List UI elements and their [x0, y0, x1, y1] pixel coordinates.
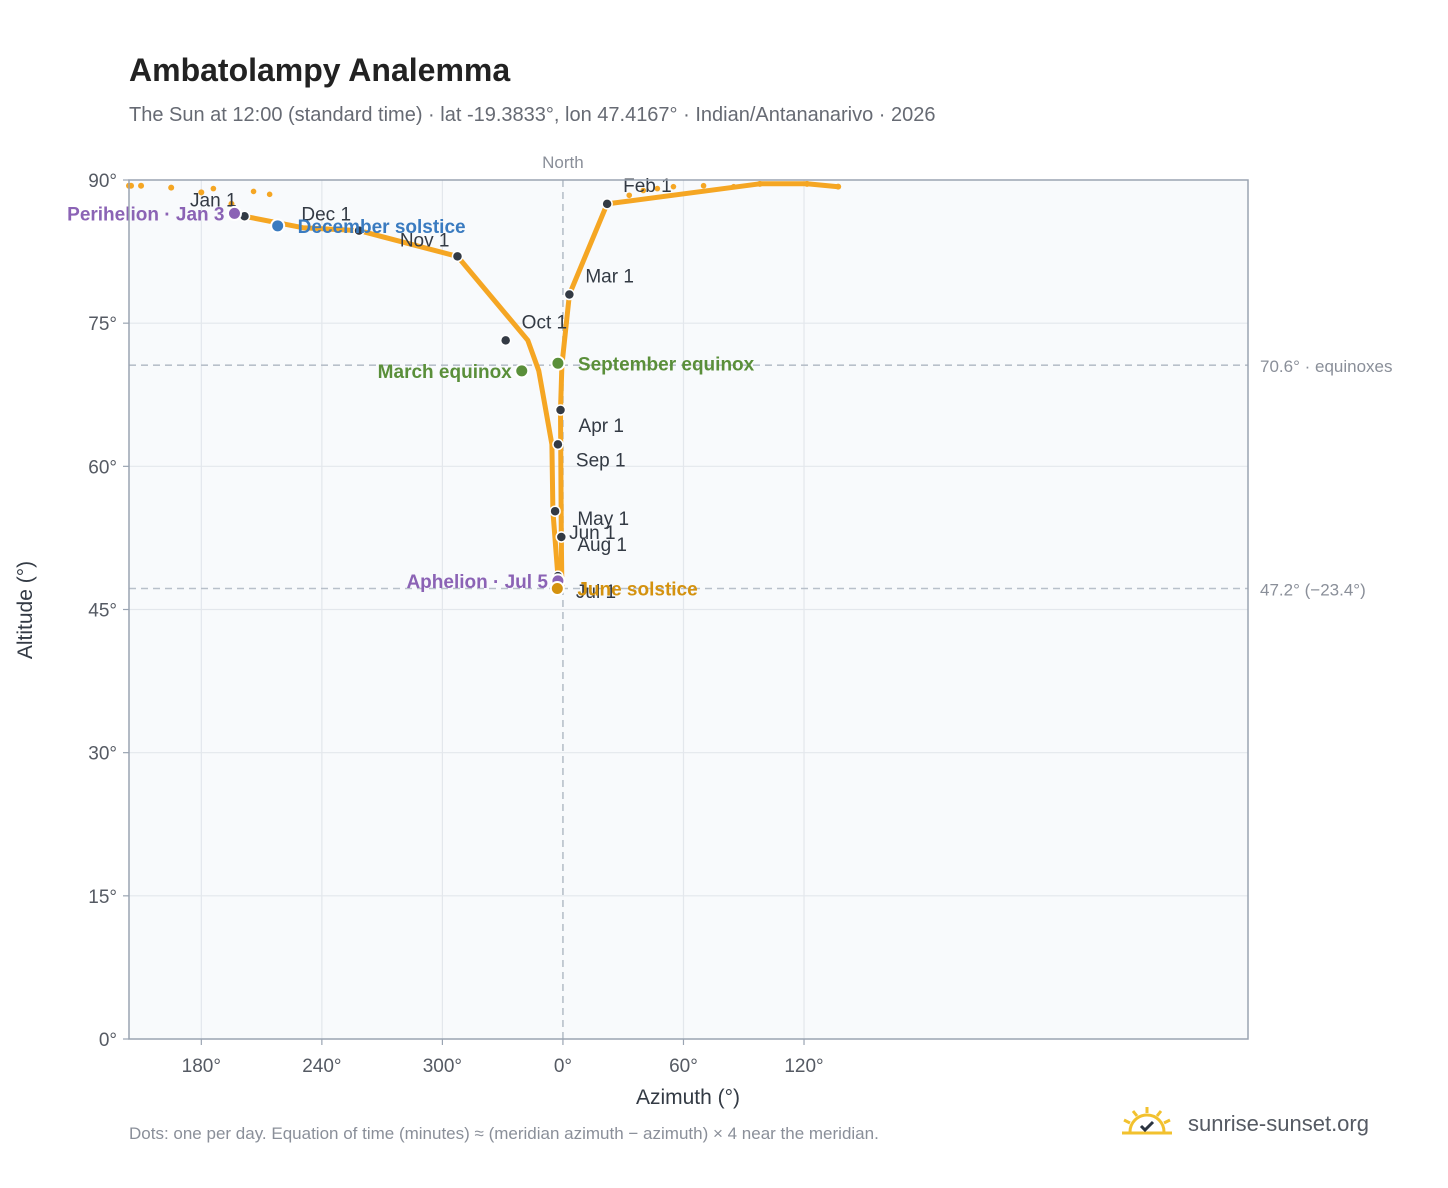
month-label: Jan 1 [190, 190, 236, 211]
month-label: Jun 1 [569, 523, 615, 544]
event-markers: Perihelion · Jan 3 December solstice March… [67, 204, 755, 600]
month-label: Jul 1 [576, 582, 616, 603]
grid-lines [129, 180, 1248, 1039]
month-label: May 1 [577, 509, 629, 530]
day-dot [250, 188, 257, 195]
event-marker [226, 205, 242, 221]
y-tick-label: 60° [88, 457, 117, 478]
x-axis-label: Azimuth (°) [636, 1086, 740, 1109]
event-marker [270, 218, 286, 234]
x-tick-label: 0° [554, 1056, 572, 1077]
day-dot [228, 200, 235, 207]
reference-line-label: 70.6° · equinoxes [1260, 357, 1393, 376]
day-dot [640, 187, 647, 194]
x-tick-label: 60° [669, 1056, 698, 1077]
day-dot [168, 184, 175, 191]
day-dot [804, 180, 811, 187]
month-marker [554, 404, 567, 416]
y-axis-label: Altitude (°) [14, 561, 37, 659]
day-dot [266, 191, 273, 198]
event-marker [550, 355, 566, 371]
event-label: Aphelion · Jul 5 [406, 572, 548, 593]
brand[interactable]: sunrise-sunset.org [1120, 1102, 1369, 1146]
x-tick-label: 300° [423, 1056, 462, 1077]
month-label: Sep 1 [576, 450, 626, 471]
axis-ticks: 180° 240° 300° 0° 60° 120° 0° 15° 30° 45° 60° 75° 90… [88, 171, 823, 1077]
day-dot [700, 182, 707, 189]
day-dot [756, 180, 763, 187]
event-marker [514, 363, 530, 379]
event-label: December solstice [298, 217, 466, 238]
footnote: Dots: one per day. Equation of time (min… [129, 1124, 879, 1143]
y-tick-label: 90° [88, 171, 117, 192]
month-label: Dec 1 [301, 205, 351, 226]
month-marker [549, 505, 561, 517]
sun-logo-icon [1120, 1105, 1174, 1144]
x-tick-label: 120° [784, 1056, 823, 1077]
day-dot [210, 185, 217, 192]
reference-lines: North 70.6° · equinoxes 47.2° (−23.4°) [129, 153, 1393, 1039]
month-marker [555, 531, 568, 543]
chart-subtitle: The Sun at 12:00 (standard time) · lat -… [129, 104, 936, 126]
month-marker [451, 250, 464, 263]
y-tick-label: 0° [99, 1030, 117, 1051]
month-label: Nov 1 [400, 230, 450, 251]
month-marker [499, 334, 512, 347]
month-label: Apr 1 [579, 416, 624, 437]
y-tick-label: 15° [88, 887, 117, 908]
event-label: March equinox [378, 362, 513, 383]
day-dot [835, 183, 842, 190]
day-dot [654, 185, 661, 192]
month-marker [353, 224, 365, 237]
chart-title: Ambatolampy Analemma [129, 52, 511, 88]
month-label: Feb 1 [623, 176, 672, 197]
month-marker [563, 288, 576, 301]
y-tick-label: 30° [88, 744, 117, 765]
day-dot [138, 182, 145, 189]
month-label: Oct 1 [522, 312, 567, 333]
y-tick-label: 75° [88, 314, 117, 335]
month-marker [552, 438, 564, 451]
event-marker [549, 581, 565, 597]
day-dot [670, 183, 677, 190]
event-label: September equinox [578, 354, 755, 375]
x-tick-label: 180° [182, 1056, 221, 1077]
day-dot [730, 183, 737, 190]
y-tick-label: 45° [88, 601, 117, 622]
month-label: Mar 1 [585, 267, 634, 288]
north-label: North [542, 153, 584, 172]
day-dot [626, 192, 633, 199]
reference-line-label: 47.2° (−23.4°) [1260, 581, 1366, 600]
brand-name: sunrise-sunset.org [1188, 1111, 1369, 1136]
month-marker [601, 198, 613, 210]
day-dot [198, 189, 205, 196]
month-label: Aug 1 [577, 535, 627, 556]
event-label: June solstice [577, 580, 697, 601]
x-tick-label: 240° [302, 1056, 341, 1077]
event-label: Perihelion · Jan 3 [67, 204, 224, 225]
